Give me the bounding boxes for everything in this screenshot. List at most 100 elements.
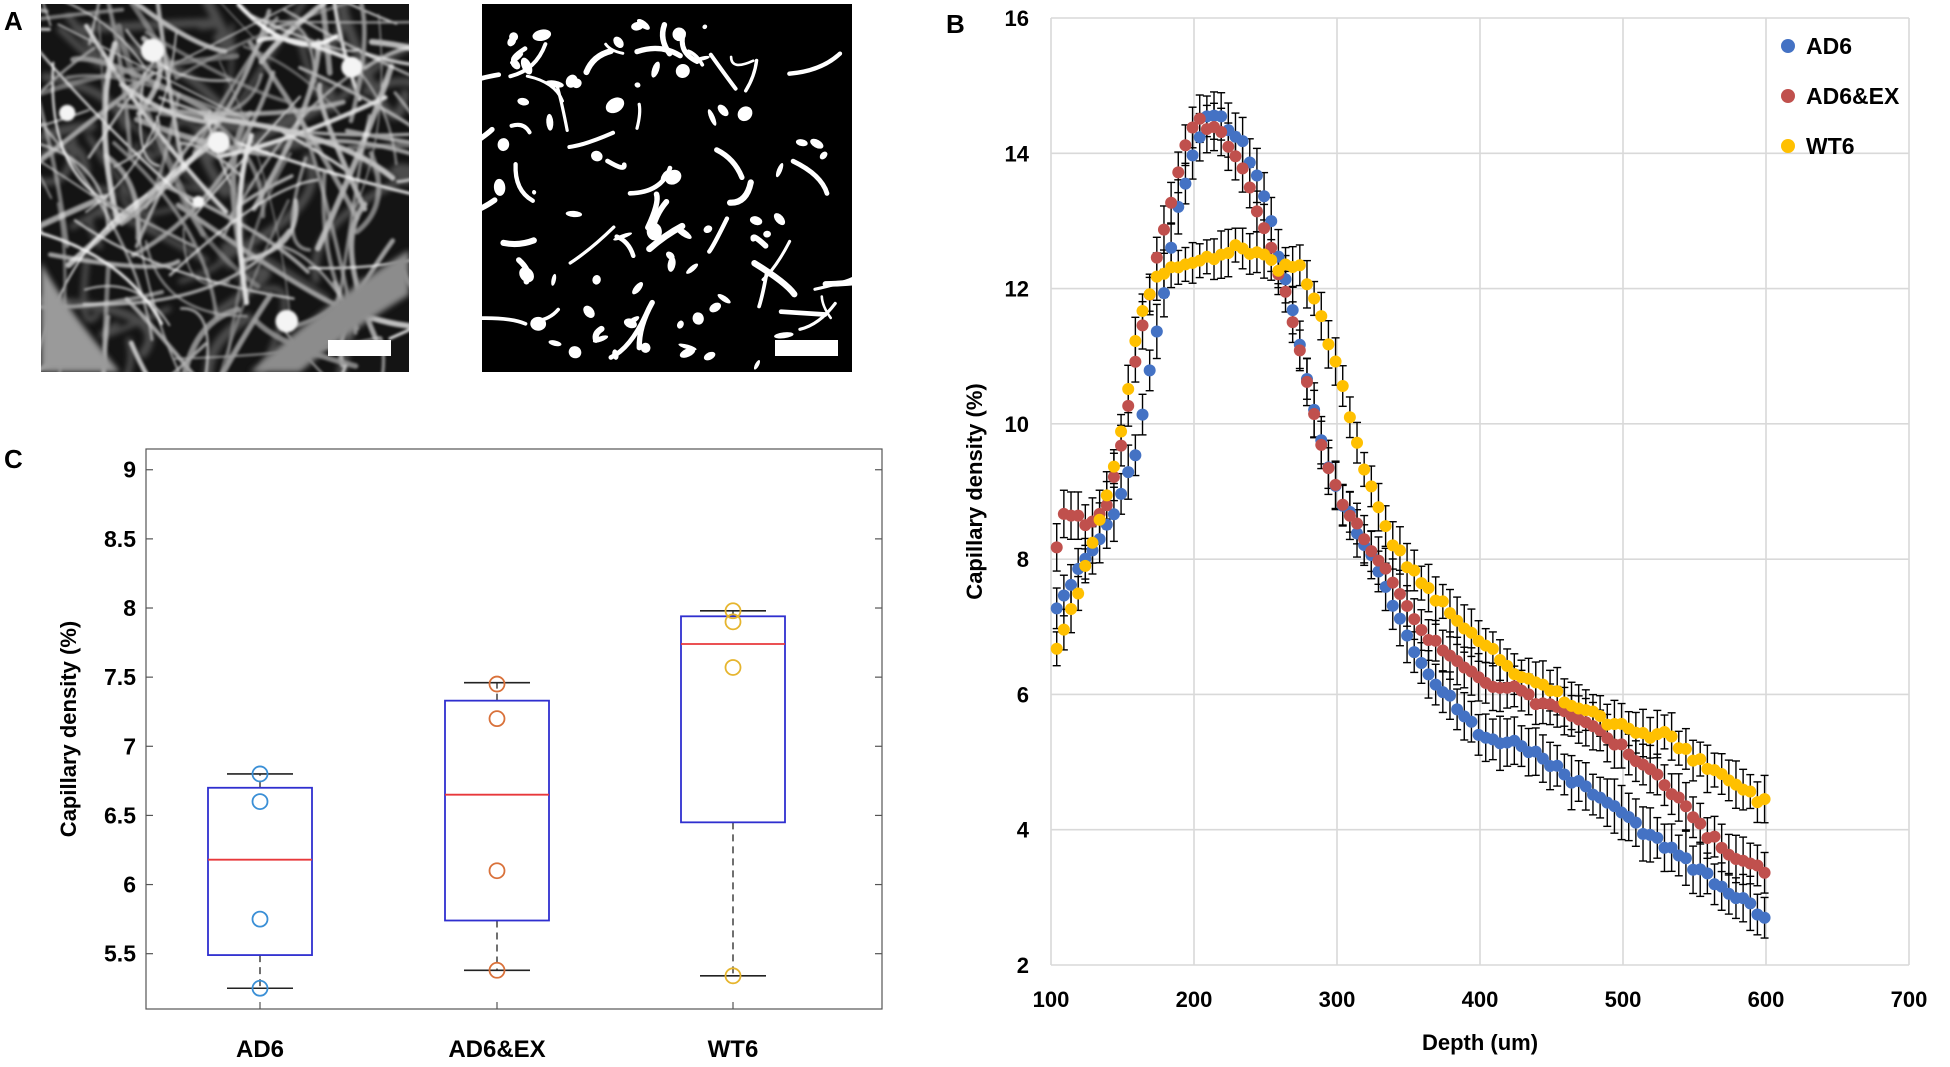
point-ad6 — [1386, 599, 1399, 612]
point-ad6andex — [1258, 222, 1271, 235]
point-ad6andex — [1336, 498, 1349, 511]
point-wt6 — [1372, 501, 1385, 514]
point-ad6andex — [1308, 408, 1321, 421]
panel-letter-c: C — [4, 444, 23, 474]
point-ad6andex — [1179, 139, 1192, 152]
legend: AD6 AD6&EX WT6 — [1781, 33, 1900, 159]
point-wt6 — [1451, 614, 1464, 627]
point-ad6andex — [1358, 533, 1371, 546]
point-ad6 — [1415, 657, 1428, 670]
grid — [1050, 17, 1910, 966]
point-ad6andex — [1393, 588, 1406, 601]
point-ad6andex — [1694, 817, 1707, 830]
y-tick-label: 5.5 — [104, 941, 136, 967]
point-ad6andex — [1343, 509, 1356, 522]
x-axis-title: Depth (um) — [1422, 1030, 1538, 1055]
scale-bar-mask — [775, 340, 838, 356]
point-wt6 — [1744, 785, 1757, 798]
point-ad6 — [1393, 612, 1406, 625]
point-wt6 — [1079, 559, 1092, 572]
y-tick-label: 6 — [123, 872, 136, 898]
point-ad6 — [1744, 897, 1757, 910]
point-ad6 — [1558, 768, 1571, 781]
y-tick-label: 16 — [1005, 6, 1029, 31]
point-ad6 — [1193, 131, 1206, 144]
point-ad6andex — [1658, 779, 1671, 792]
y-tick-label: 12 — [1005, 277, 1029, 302]
point-wt6 — [1486, 642, 1499, 655]
box-wt6 — [680, 602, 786, 985]
point-ad6andex — [1222, 140, 1235, 153]
point-wt6 — [1665, 730, 1678, 743]
point-ad6 — [1215, 110, 1228, 123]
scale-bar — [328, 340, 391, 356]
x-tick-label: 400 — [1462, 987, 1499, 1012]
point-wt6 — [1115, 425, 1128, 438]
x-tick-label: 700 — [1891, 987, 1928, 1012]
point-ad6 — [1136, 408, 1149, 421]
point-ad6andex — [1615, 738, 1628, 751]
axis-ticks: 100 200 300 400 500 600 700 2 4 6 8 10 12 14 16 — [1005, 6, 1928, 1012]
point-ad6 — [1443, 689, 1456, 702]
point-wt6 — [1057, 623, 1070, 636]
point-ad6 — [1057, 589, 1070, 602]
point-ad6andex — [1100, 499, 1113, 512]
data-point — [251, 979, 269, 997]
point-ad6andex — [1157, 223, 1170, 236]
x-tick-label: 100 — [1033, 987, 1070, 1012]
point-ad6 — [1165, 241, 1178, 254]
point-ad6 — [1579, 780, 1592, 793]
point-ad6andex — [1708, 830, 1721, 843]
y-tick-label: 4 — [1017, 818, 1030, 843]
point-ad6andex — [1322, 462, 1335, 475]
data-point — [488, 961, 506, 979]
binary-mask-image — [482, 4, 852, 372]
point-wt6 — [1679, 742, 1692, 755]
x-tick-label: 600 — [1748, 987, 1785, 1012]
point-ad6 — [1408, 646, 1421, 659]
x-tick-label: 200 — [1176, 987, 1213, 1012]
point-wt6 — [1694, 753, 1707, 766]
plot-frame — [145, 448, 883, 1010]
point-ad6andex — [1150, 251, 1163, 264]
box-iqr — [444, 699, 550, 922]
point-ad6andex — [1186, 121, 1199, 134]
point-ad6 — [1122, 466, 1135, 479]
point-ad6 — [1429, 678, 1442, 691]
point-ad6 — [1536, 752, 1549, 765]
legend-marker — [1781, 89, 1795, 103]
point-wt6 — [1329, 355, 1342, 368]
point-ad6andex — [1522, 688, 1535, 701]
point-ad6 — [1065, 578, 1078, 591]
point-wt6 — [1293, 259, 1306, 272]
y-tick-label: 7.5 — [104, 664, 136, 690]
point-ad6 — [1115, 487, 1128, 500]
panel-letter-b: B — [946, 9, 965, 39]
panel-letter-a: A — [4, 6, 23, 36]
y-tick-label: 8 — [1017, 547, 1029, 572]
point-ad6andex — [1215, 125, 1228, 138]
point-ad6andex — [1672, 791, 1685, 804]
point-wt6 — [1393, 544, 1406, 557]
legend-label: AD6 — [1806, 33, 1852, 59]
point-ad6andex — [1193, 112, 1206, 125]
point-ad6andex — [1329, 478, 1342, 491]
data-point — [488, 862, 506, 880]
data-point — [724, 967, 742, 985]
boxplot-chart: 5.5 6 6.5 7 7.5 8 8.5 9 AD6 AD6&EX WT6 Capillary d… — [56, 448, 883, 1063]
point-ad6andex — [1050, 541, 1063, 554]
point-ad6andex — [1379, 562, 1392, 575]
point-ad6andex — [1107, 470, 1120, 483]
data-points — [1050, 109, 1771, 924]
point-ad6 — [1179, 177, 1192, 190]
point-ad6 — [1157, 287, 1170, 300]
point-ad6 — [1551, 759, 1564, 772]
point-wt6 — [1322, 338, 1335, 351]
point-wt6 — [1065, 603, 1078, 616]
y-tick-label: 10 — [1005, 412, 1029, 437]
point-wt6 — [1594, 709, 1607, 722]
point-ad6 — [1143, 364, 1156, 377]
box-iqr — [680, 615, 786, 824]
point-ad6andex — [1758, 866, 1771, 879]
